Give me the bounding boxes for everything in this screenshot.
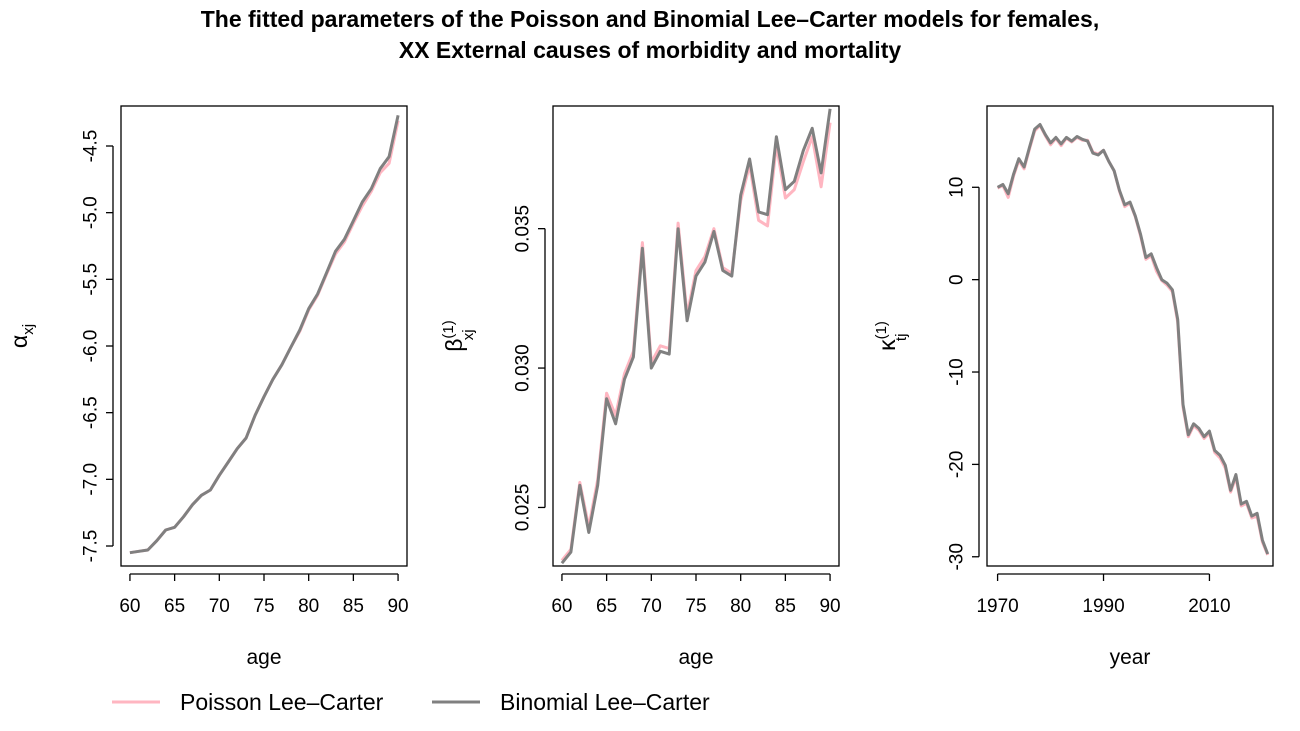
x-tick-label: 90 [387, 596, 408, 617]
y-tick-label: -5.5 [81, 263, 102, 296]
y-axis-symbol: κ [874, 339, 900, 351]
beta-panel: 60 65 70 75 80 85 90 0.025 0.030 0.035 age β(1) xj [440, 105, 841, 669]
x-axis-label: year [1110, 646, 1151, 669]
y-tick-label: -20 [946, 451, 967, 478]
x-tick-label: 70 [209, 596, 230, 617]
y-tick-label: -7.0 [81, 463, 102, 496]
x-tick-label: 70 [641, 596, 662, 617]
series-line-binomial [129, 114, 400, 555]
y-axis-label: αxj [6, 324, 37, 348]
series-line-poisson [129, 120, 400, 555]
title-line-1: The fitted parameters of the Poisson and… [201, 6, 1100, 32]
alpha-panel: 60 65 70 75 80 85 90 -7.5 -7.0 -6.5 -6.0 -5.5 -5.0 -4… [6, 105, 409, 669]
y-axis-superscript: (1) [440, 320, 457, 338]
series-line-binomial [996, 123, 1270, 555]
x-tick-label: 80 [730, 596, 751, 617]
x-axis-label: age [678, 646, 713, 669]
series-line-binomial [560, 108, 832, 565]
title-line-2: XX External causes of morbidity and mort… [399, 37, 902, 63]
x-axis-label: age [246, 646, 281, 669]
plot-frame [986, 105, 1274, 567]
y-tick-label: -4.5 [81, 130, 102, 163]
y-axis-subscript: xj [460, 329, 477, 340]
y-axis-symbol: α [6, 335, 32, 348]
y-tick-label: -5.0 [80, 196, 101, 229]
y-tick-label: 10 [946, 177, 967, 198]
x-tick-label: 85 [775, 596, 796, 617]
x-tick-label: 80 [298, 596, 319, 617]
y-tick-label: 0.035 [512, 205, 533, 253]
y-axis-label: κ(1) tj [873, 321, 910, 351]
plot-frame [120, 105, 408, 567]
x-tick-label: 85 [343, 596, 364, 617]
y-axis-subscript: xj [20, 324, 37, 335]
series-line-poisson [560, 122, 832, 562]
y-tick-label: -6.5 [80, 396, 101, 429]
y-tick-label: -30 [946, 543, 967, 570]
y-axis-subscript: tj [893, 334, 910, 342]
x-tick-label: 60 [119, 596, 140, 617]
y-tick-label: 0.030 [512, 344, 533, 392]
y-axis-label: β(1) xj [440, 320, 477, 352]
figure-title: The fitted parameters of the Poisson and… [201, 6, 1100, 63]
y-axis-symbol: β [441, 339, 467, 352]
x-tick-label: 60 [551, 596, 572, 617]
x-tick-label: 2010 [1188, 596, 1230, 617]
x-tick-label: 1990 [1082, 596, 1124, 617]
plot-frame [552, 105, 840, 567]
y-axis-superscript: (1) [873, 321, 890, 339]
x-tick-label: 65 [596, 596, 617, 617]
y-tick-label: -10 [947, 358, 968, 385]
series-line-poisson [996, 123, 1270, 556]
x-tick-label: 65 [164, 596, 185, 617]
y-tick-label: 0 [946, 274, 967, 285]
legend-label-poisson: Poisson Lee–Carter [180, 689, 384, 715]
y-tick-label: 0.025 [512, 484, 533, 532]
y-tick-label: -7.5 [81, 530, 102, 563]
x-tick-label: 75 [685, 596, 706, 617]
x-tick-label: 90 [819, 596, 840, 617]
kappa-panel: 1970 1990 2010 -30 -20 -10 0 10 year κ(1) tj [873, 105, 1274, 669]
y-tick-label: -6.0 [81, 330, 102, 363]
legend-label-binomial: Binomial Lee–Carter [500, 689, 710, 715]
x-tick-label: 1970 [976, 596, 1018, 617]
legend: Poisson Lee–Carter Binomial Lee–Carter [112, 689, 710, 715]
x-tick-label: 75 [253, 596, 274, 617]
